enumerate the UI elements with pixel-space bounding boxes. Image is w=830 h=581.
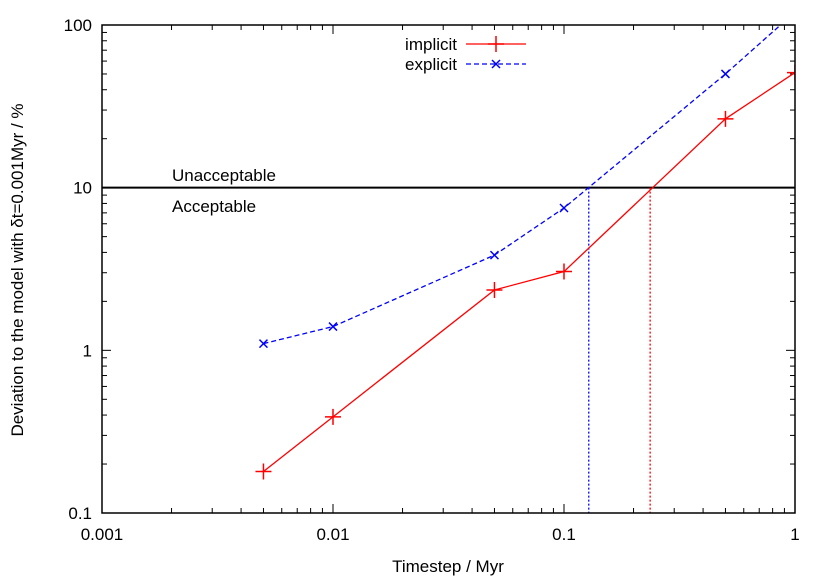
x-tick-label: 0.001 [81,525,124,544]
x-tick-label: 0.01 [316,525,349,544]
data-point [258,339,268,349]
data-point [791,8,799,16]
data-point [717,110,734,127]
y-tick-label: 1 [83,341,92,360]
plot-frame [101,24,796,514]
series-explicit [258,8,799,349]
legend: implicit explicit [405,35,526,74]
data-point [491,59,501,69]
x-tick-label: 0.1 [552,525,576,544]
y-axis-label: Deviation to the model with δt=0.001Myr … [8,103,27,436]
axis-ticks [101,25,795,514]
tick-labels: 0.001 0.01 0.1 1 0.1 1 10 100 [64,16,800,544]
data-point [720,69,730,79]
y-tick-label: 100 [64,16,92,35]
series-line [263,25,782,345]
data-point [486,281,503,298]
y-tick-label: 10 [73,179,92,198]
legend-label-implicit: implicit [405,35,457,54]
data-point [787,64,795,81]
data-point [489,250,499,260]
threshold-label-below: Acceptable [172,197,256,216]
series-implicit [255,64,795,480]
data-point [328,322,338,332]
threshold-label-above: Unacceptable [172,166,276,185]
legend-label-explicit: explicit [405,55,457,74]
data-point [255,463,272,480]
data-point [559,203,569,213]
y-tick-label: 0.1 [68,504,92,523]
data-point [556,263,572,280]
x-tick-label: 1 [790,525,799,544]
x-axis-label: Timestep / Myr [392,557,504,576]
series-line [263,72,795,472]
data-point [325,408,341,425]
data-point [488,36,504,52]
chart-marks [102,8,799,513]
